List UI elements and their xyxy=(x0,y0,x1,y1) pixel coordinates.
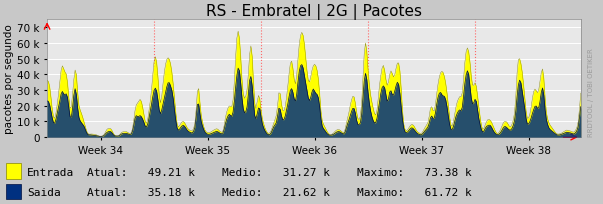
FancyBboxPatch shape xyxy=(6,184,21,200)
Text: Atual:   35.18 k    Medio:   21.62 k    Maximo:   61.72 k: Atual: 35.18 k Medio: 21.62 k Maximo: 61… xyxy=(87,187,472,197)
Title: RS - Embratel | 2G | Pacotes: RS - Embratel | 2G | Pacotes xyxy=(206,4,422,20)
Text: Entrada: Entrada xyxy=(27,167,74,177)
Y-axis label: pacotes por segundo: pacotes por segundo xyxy=(4,24,14,133)
Text: Atual:   49.21 k    Medio:   31.27 k    Maximo:   73.38 k: Atual: 49.21 k Medio: 31.27 k Maximo: 73… xyxy=(87,167,472,177)
Text: Saida: Saida xyxy=(27,187,61,197)
FancyBboxPatch shape xyxy=(6,164,21,179)
Text: RRDTOOL / TOBI OETIKER: RRDTOOL / TOBI OETIKER xyxy=(588,48,594,136)
